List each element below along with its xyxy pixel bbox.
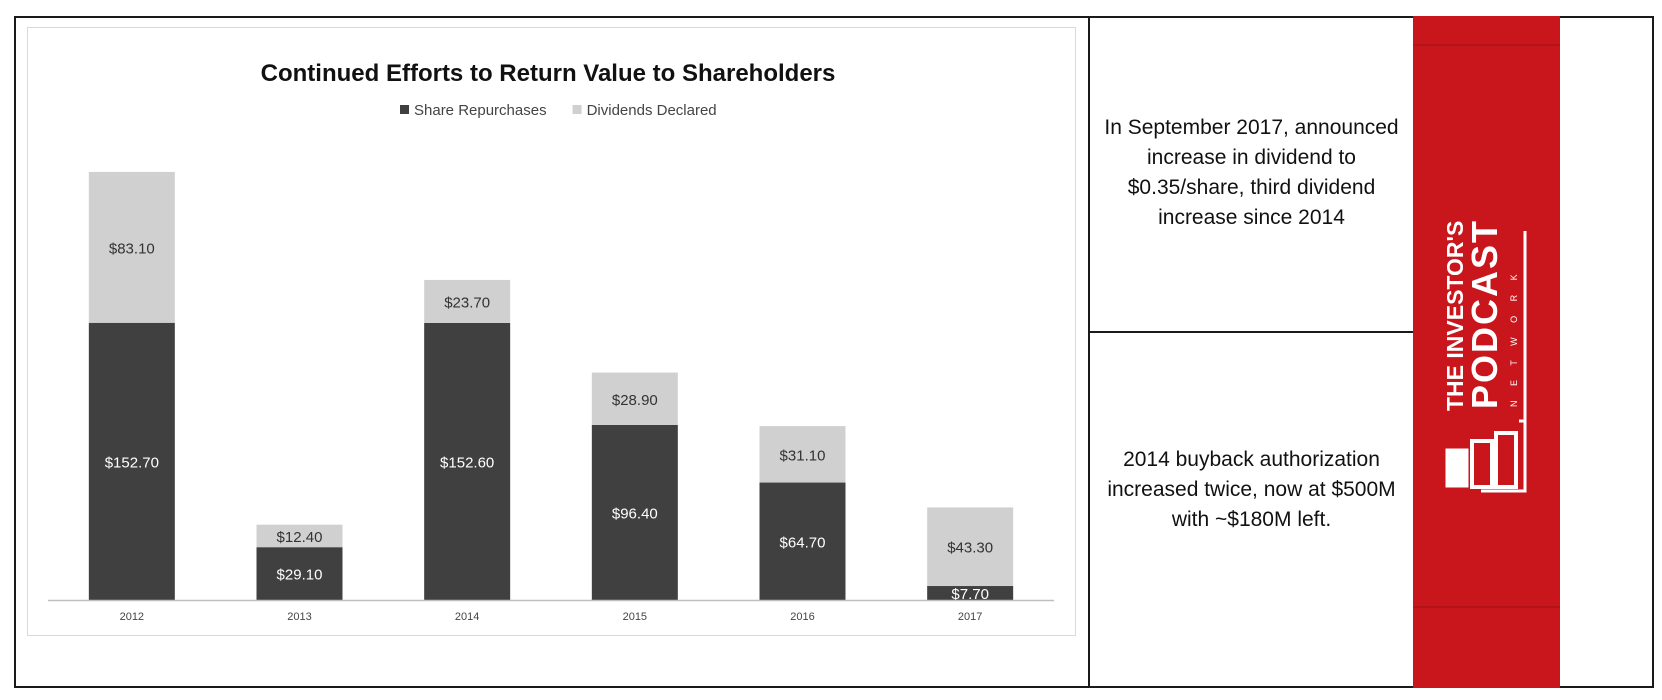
brand-stripe-top [1413,44,1560,46]
chart-title: Continued Efforts to Return Value to Sha… [261,60,836,87]
bar-2014-dividends [424,279,511,323]
legend-label: Dividends Declared [587,102,717,119]
bar-2015-repurchases [591,424,678,600]
investors-podcast-logo: THE INVESTOR'S PODCAST N E T W O R K [1442,219,1527,493]
bar-2013-repurchases [256,547,343,600]
legend-swatch [572,105,582,114]
vertical-divider [1088,16,1090,688]
bar-2016-repurchases [759,482,846,600]
bar-2013-dividends [256,524,343,548]
outer-frame [14,16,1654,688]
data-label-2014-dividends: $23.70 [444,294,490,311]
chart-panel: Continued Efforts to Return Value to Sha… [27,27,1076,636]
brand-building-icon [1445,231,1527,493]
data-label-2016-repurchases: $64.70 [780,534,826,551]
buyback-note: 2014 buyback authorization increased twi… [1107,448,1396,531]
data-label-2015-repurchases: $96.40 [612,505,658,522]
data-label-2017-dividends: $43.30 [947,540,993,557]
bar-2012-dividends [88,171,175,323]
brand-line1: THE INVESTOR'S [1442,221,1468,411]
data-label-2012-repurchases: $152.70 [105,454,159,471]
bar-2012-repurchases [88,322,175,600]
brand-panel: THE INVESTOR'S PODCAST N E T W O R K [1413,16,1560,688]
bar-2016-dividends [759,426,846,483]
bar-2014-repurchases [424,322,511,600]
data-label-2013-repurchases: $29.10 [277,567,323,584]
legend-swatch [400,105,409,114]
legend: Share Repurchases Dividends Declared [400,102,717,119]
data-label-2013-dividends: $12.40 [277,529,323,546]
x-tick-2014: 2014 [455,611,479,623]
data-label-2012-dividends: $83.10 [109,240,155,257]
legend-label: Share Repurchases [414,102,547,119]
legend-item-0: Share Repurchases [400,102,547,119]
horizontal-divider [1090,331,1413,333]
data-label-2014-repurchases: $152.60 [440,454,494,471]
legend-item-1: Dividends Declared [572,102,717,119]
x-tick-labels: 2012 2013 2014 2015 2016 2017 [120,611,983,623]
bar-2017-dividends [927,507,1014,587]
brand-stripe-bottom [1413,606,1560,608]
brand-line3: N E T W O R K [1509,268,1519,407]
brand-line2: PODCAST [1464,219,1505,409]
data-label-2015-dividends: $28.90 [612,392,658,409]
data-label-2016-dividends: $31.10 [780,447,826,464]
bar-2017-repurchases [927,586,1014,600]
dividend-note: In September 2017, announced increase in… [1104,116,1399,229]
x-tick-2013: 2013 [287,611,311,623]
stacked-bar-chart: Continued Efforts to Return Value to Sha… [48,60,1054,623]
x-tick-2012: 2012 [120,611,144,623]
x-tick-2015: 2015 [623,611,647,623]
x-tick-2016: 2016 [790,611,814,623]
bar-2015-dividends [591,372,678,425]
data-label-2017-repurchases: $7.70 [951,586,989,603]
x-tick-2017: 2017 [958,611,982,623]
bars-group: $152.70 $83.10 $29.10 $12.40 $152.60 $23.70 $9… [88,171,1014,603]
